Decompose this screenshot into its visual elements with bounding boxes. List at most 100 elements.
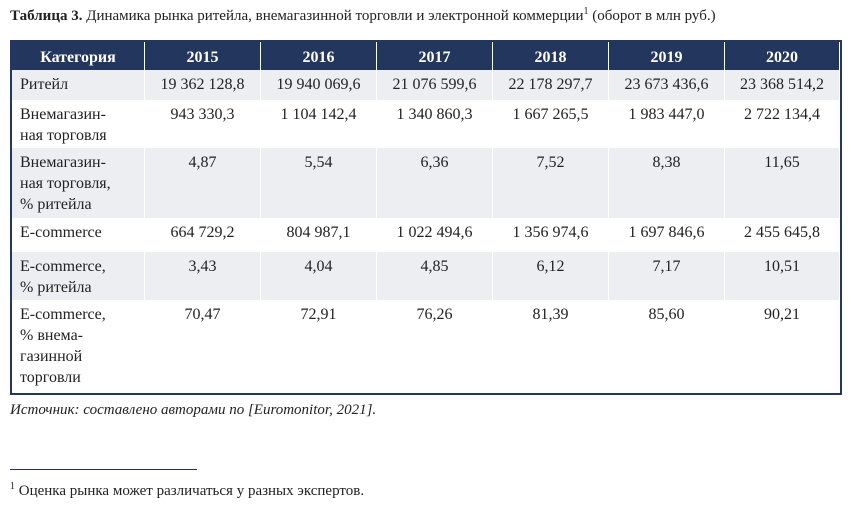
value-cell: 5,54 (261, 148, 377, 218)
row-label-line: газинной (20, 348, 83, 365)
row-label-line: ная торговля, (20, 175, 111, 192)
value-text: 1 356 974,6 (512, 224, 589, 241)
value-text: 81,39 (532, 306, 569, 323)
header-text: Категория (40, 49, 116, 66)
value-text: 72,91 (300, 306, 337, 323)
row-label-line: % ритейла (20, 279, 92, 296)
value-text: 6,12 (536, 258, 565, 275)
value-text: 4,04 (304, 258, 333, 275)
value-text: 7,17 (652, 258, 681, 275)
value-text: 4,87 (188, 154, 217, 171)
value-cell: 1 340 860,3 (377, 100, 493, 148)
row-label-line: ная торговля (20, 127, 107, 144)
value-cell: 90,21 (725, 300, 840, 393)
value-cell: 19 940 069,6 (261, 70, 377, 100)
value-text: 6,36 (420, 154, 449, 171)
value-text: 11,65 (764, 154, 800, 171)
value-text: 1 340 860,3 (396, 106, 473, 123)
value-cell: 7,52 (493, 148, 609, 218)
caption-suffix: (оборот в млн руб.) (592, 8, 716, 24)
value-text: 804 987,1 (286, 224, 351, 241)
value-text: 3,43 (188, 258, 217, 275)
header-cell: 2017 (377, 42, 493, 70)
value-cell: 22 178 297,7 (493, 70, 609, 100)
value-text: 2 722 134,4 (744, 106, 820, 123)
source: Источник: составлено авторами по [Euromo… (10, 402, 377, 418)
value-cell: 2 722 134,4 (725, 100, 840, 148)
value-cell: 1 356 974,6 (493, 218, 609, 252)
value-text: 1 667 265,5 (512, 106, 589, 123)
value-cell: 76,26 (377, 300, 493, 393)
row-label: E-commerce, % внема-газинной торговли (12, 300, 145, 393)
value-text: 943 330,3 (170, 106, 235, 123)
header-cell: 2016 (261, 42, 377, 70)
value-cell: 7,17 (609, 252, 725, 300)
row-label-line: E-commerce (20, 224, 102, 241)
header-cell: 2020 (725, 42, 840, 70)
header-cell: 2015 (145, 42, 261, 70)
value-cell: 4,04 (261, 252, 377, 300)
value-text: 19 940 069,6 (276, 76, 361, 93)
value-text: 2 455 645,8 (744, 224, 820, 241)
footnote: 1 Оценка рынка может различаться у разны… (10, 481, 364, 500)
value-cell: 804 987,1 (261, 218, 377, 252)
header-text: 2020 (766, 49, 798, 66)
value-cell: 4,85 (377, 252, 493, 300)
header-text: 2015 (186, 49, 219, 66)
value-cell: 72,91 (261, 300, 377, 393)
row-label-line: Внемагазин- (20, 154, 106, 171)
header-text: 2019 (650, 49, 683, 66)
value-cell: 6,12 (493, 252, 609, 300)
footnote-sup: 1 (10, 481, 15, 492)
row-label-line: E-commerce, (20, 306, 106, 323)
header-text: 2017 (418, 49, 451, 66)
header-text: 2018 (534, 49, 567, 66)
value-cell: 1 667 265,5 (493, 100, 609, 148)
value-cell: 23 673 436,6 (609, 70, 725, 100)
row-label-line: % ритейла (20, 196, 92, 213)
value-cell: 3,43 (145, 252, 261, 300)
footnote-rule (10, 469, 197, 470)
value-cell: 21 076 599,6 (377, 70, 493, 100)
value-cell: 6,36 (377, 148, 493, 218)
value-text: 76,26 (416, 306, 453, 323)
value-text: 10,51 (764, 258, 800, 275)
caption-label: Таблица 3. (10, 8, 83, 24)
value-text: 1 104 142,4 (280, 106, 357, 123)
value-text: 7,52 (536, 154, 565, 171)
row-label: Внемагазин-ная торговля, % ритейла (12, 148, 145, 218)
value-cell: 4,87 (145, 148, 261, 218)
value-cell: 943 330,3 (145, 100, 261, 148)
value-text: 4,85 (420, 258, 449, 275)
value-cell: 8,38 (609, 148, 725, 218)
value-cell: 1 104 142,4 (261, 100, 377, 148)
value-text: 1 697 846,6 (628, 224, 705, 241)
header-cell: 2019 (609, 42, 725, 70)
value-cell: 1 697 846,6 (609, 218, 725, 252)
value-cell: 2 455 645,8 (725, 218, 840, 252)
value-text: 23 368 514,2 (740, 76, 824, 93)
value-text: 8,38 (652, 154, 681, 171)
row-label-line: E-commerce, (20, 258, 106, 275)
value-text: 85,60 (648, 306, 685, 323)
value-cell: 1 983 447,0 (609, 100, 725, 148)
value-text: 19 362 128,8 (160, 76, 245, 93)
value-cell: 1 022 494,6 (377, 218, 493, 252)
row-label-line: % внема- (20, 327, 83, 344)
row-label: Ритейл (12, 70, 145, 100)
value-cell: 81,39 (493, 300, 609, 393)
row-label-line: Внемагазин- (20, 106, 106, 123)
footnote-text: Оценка рынка может различаться у разных … (18, 483, 365, 499)
value-text: 664 729,2 (170, 224, 235, 241)
value-text: 21 076 599,6 (392, 76, 477, 93)
header-cell: Категория (12, 42, 145, 70)
value-text: 90,21 (764, 306, 800, 323)
row-label: E-commerce (12, 218, 145, 252)
row-label: E-commerce, % ритейла (12, 252, 145, 300)
caption: Таблица 3. Динамика рынка ритейла, внема… (10, 6, 716, 25)
caption-text: Динамика рынка ритейла, внемагазинной то… (86, 8, 584, 24)
header-text: 2016 (302, 49, 335, 66)
value-cell: 10,51 (725, 252, 840, 300)
value-cell: 664 729,2 (145, 218, 261, 252)
